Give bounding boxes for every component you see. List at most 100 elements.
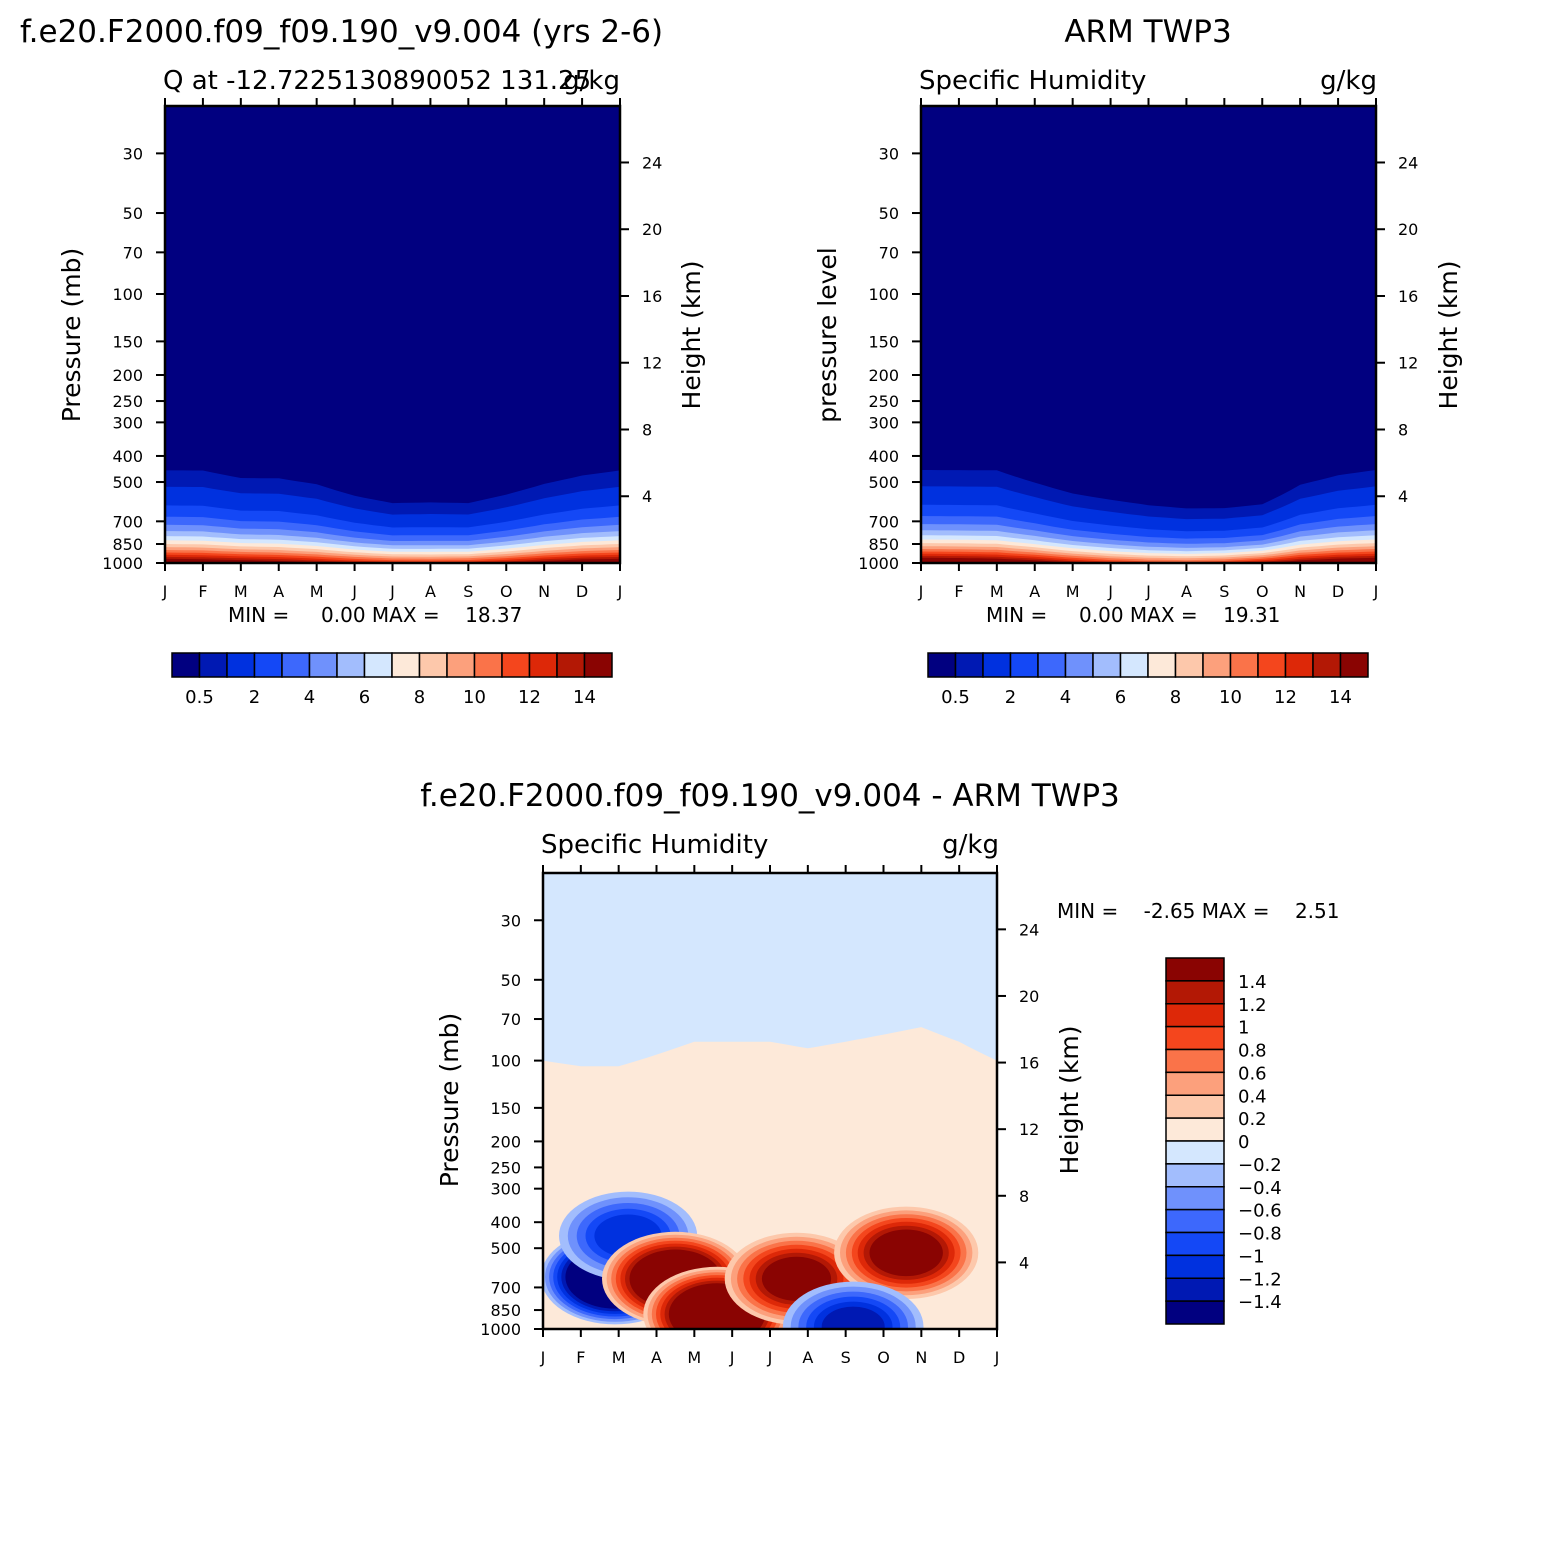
month-tick-label: O — [877, 1348, 890, 1367]
colorbar-swatch — [1119, 652, 1149, 678]
month-tick-label: O — [500, 582, 513, 601]
colorbar-swatch — [1165, 1231, 1225, 1257]
colorbar-label: 0.2 — [1238, 1109, 1267, 1130]
month-tick-label: J — [162, 582, 168, 601]
panel-model-minmax: MIN = 0.00 MAX = 18.37 — [228, 603, 522, 627]
panel-model-ylabel-right: Height (km) — [677, 261, 706, 410]
pressure-tick-label: 400 — [490, 1213, 521, 1232]
height-tick-label: 12 — [642, 354, 662, 373]
pressure-tick-label: 850 — [490, 1301, 521, 1320]
height-tick-label: 20 — [1398, 220, 1418, 239]
pressure-tick-label: 500 — [868, 473, 899, 492]
height-tick-label: 16 — [1019, 1054, 1039, 1073]
pressure-tick-label: 1000 — [480, 1320, 521, 1339]
month-tick-label: F — [576, 1348, 585, 1367]
colorbar-label: 1.4 — [1238, 972, 1267, 993]
colorbar-swatch — [1064, 652, 1094, 678]
pressure-tick-label: 250 — [868, 392, 899, 411]
month-tick-label: J — [617, 582, 623, 601]
month-tick-label: F — [198, 582, 207, 601]
panel-difference-ylabel: Pressure (mb) — [435, 1013, 464, 1187]
humidity-contour-band — [921, 557, 1376, 563]
colorbar-label: 14 — [1329, 687, 1352, 708]
height-tick-label: 8 — [1019, 1187, 1029, 1206]
colorbar-swatch — [1147, 652, 1177, 678]
colorbar-label: −1.4 — [1238, 1292, 1282, 1313]
panel-model: f.e20.F2000.f09_f09.190_v9.004 (yrs 2-6)… — [20, 14, 706, 708]
colorbar-swatch — [446, 652, 476, 678]
pressure-tick-label: 70 — [123, 243, 143, 262]
pressure-tick-label: 70 — [501, 1010, 521, 1029]
height-tick-label: 24 — [642, 153, 662, 172]
pressure-tick-label: 850 — [112, 535, 143, 554]
colorbar-label: −0.4 — [1238, 1178, 1282, 1199]
pressure-tick-label: 300 — [868, 413, 899, 432]
height-tick-label: 8 — [642, 420, 652, 439]
colorbar-swatch — [556, 652, 586, 678]
month-tick-label: D — [1332, 582, 1344, 601]
colorbar-label: 1.2 — [1238, 995, 1267, 1016]
difference-negative-region — [543, 873, 997, 1067]
colorbar-swatch — [1165, 1277, 1225, 1302]
height-tick-label: 8 — [1398, 420, 1408, 439]
pressure-tick-label: 850 — [868, 535, 899, 554]
panel-difference-axes: J F M A M J J A S O N D J 30 50 70 100 150 200 250 300 400 500… — [480, 865, 1039, 1367]
panel-difference: f.e20.F2000.f09_f09.190_v9.004 - ARM TWP… — [420, 778, 1339, 1367]
colorbar-swatch — [1229, 652, 1259, 678]
colorbar-label: 8 — [414, 687, 425, 708]
colorbar-swatch — [1174, 652, 1204, 678]
month-tick-label: N — [538, 582, 550, 601]
panel-model-colorbar: 0.5 2 4 6 8 10 12 14 — [171, 652, 613, 708]
month-tick-label: F — [954, 582, 963, 601]
panel-obs: ARM TWP3 Specific Humidity g/kg J F M A M J J A… — [813, 14, 1463, 708]
panel-obs-ylabel-right: Height (km) — [1434, 261, 1463, 410]
panel-model-subtitle-left: Q at -12.7225130890052 131.25 — [163, 66, 591, 96]
pressure-tick-label: 1000 — [858, 554, 899, 573]
colorbar-swatch — [1165, 957, 1225, 982]
colorbar-swatch — [1165, 1071, 1225, 1096]
month-tick-label: S — [841, 1348, 851, 1367]
colorbar-label: 12 — [518, 687, 541, 708]
height-tick-label: 24 — [1019, 920, 1039, 939]
month-tick-label: J — [1373, 582, 1379, 601]
colorbar-swatch — [1165, 980, 1225, 1005]
panel-obs-colorbar: 0.5 2 4 6 8 10 12 14 — [927, 652, 1369, 708]
month-tick-label: O — [1256, 582, 1269, 601]
colorbar-swatch — [501, 652, 531, 678]
height-tick-label: 4 — [642, 487, 652, 506]
height-tick-label: 12 — [1398, 354, 1418, 373]
month-tick-label: S — [1219, 582, 1229, 601]
month-tick-label: A — [651, 1348, 662, 1367]
pressure-tick-label: 300 — [112, 413, 143, 432]
pressure-tick-label: 150 — [868, 332, 899, 351]
panel-difference-minmax: MIN = -2.65 MAX = 2.51 — [1057, 899, 1339, 923]
pressure-tick-label: 200 — [112, 366, 143, 385]
pressure-tick-label: 30 — [879, 144, 899, 163]
month-tick-label: M — [1066, 582, 1080, 601]
colorbar-swatch — [281, 652, 311, 678]
month-tick-label: A — [425, 582, 436, 601]
panel-difference-contours — [543, 873, 997, 1329]
month-tick-label: M — [310, 582, 324, 601]
pressure-tick-label: 50 — [879, 204, 899, 223]
panel-model-title: f.e20.F2000.f09_f09.190_v9.004 (yrs 2-6) — [20, 14, 663, 50]
month-tick-label: J — [918, 582, 924, 601]
colorbar-swatch — [1165, 1208, 1225, 1234]
difference-positive-contour — [869, 1229, 943, 1277]
colorbar-swatch — [1202, 652, 1232, 678]
pressure-tick-label: 30 — [123, 144, 143, 163]
month-tick-label: A — [1029, 582, 1040, 601]
panel-model-axes: J F M A M J J A S O N D J 30 50 70 100 150 200 250 300 400 500… — [102, 98, 662, 601]
panel-difference-colorbar: 1.41.210.80.60.40.20−0.2−0.4−0.6−0.8−1−1… — [1165, 957, 1282, 1325]
panel-obs-ylabel: pressure level — [813, 247, 842, 422]
height-tick-label: 20 — [642, 220, 662, 239]
height-tick-label: 4 — [1398, 487, 1408, 506]
panel-difference-subtitle-right: g/kg — [942, 830, 999, 860]
month-tick-label: D — [953, 1348, 965, 1367]
colorbar-label: 0.8 — [1238, 1041, 1267, 1062]
month-tick-label: M — [234, 582, 248, 601]
pressure-tick-label: 400 — [868, 447, 899, 466]
colorbar-label: 8 — [1170, 687, 1181, 708]
colorbar-swatch — [1165, 1254, 1225, 1279]
pressure-tick-label: 200 — [490, 1132, 521, 1151]
